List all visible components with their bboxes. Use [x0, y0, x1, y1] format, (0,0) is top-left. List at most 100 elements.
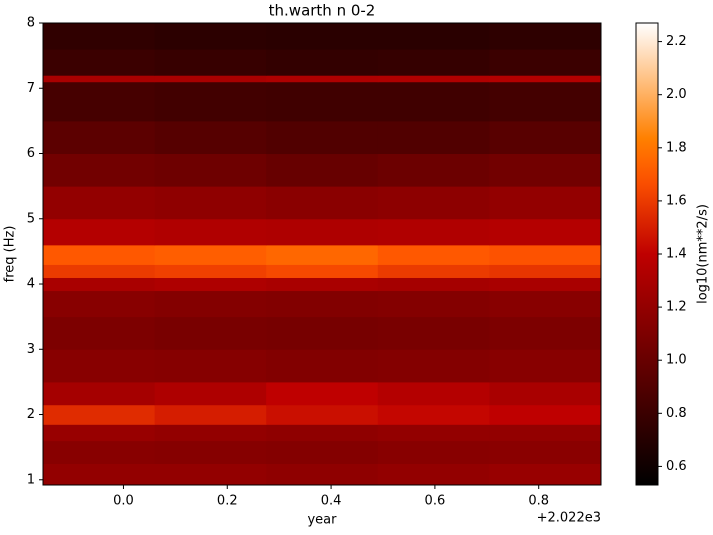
x-tick-label: 0.2 [217, 494, 238, 509]
heatmap-cell [43, 316, 156, 350]
heatmap-cell [43, 23, 156, 50]
heatmap-cell [489, 244, 602, 265]
heatmap-cell [266, 75, 379, 83]
heatmap-cell [154, 75, 267, 83]
heatmap-cell [377, 120, 490, 155]
heatmap-cell [154, 218, 267, 246]
heatmap-cell [154, 244, 267, 265]
heatmap-cell [489, 153, 602, 187]
heatmap-cell [489, 218, 602, 246]
heatmap-cell [377, 244, 490, 265]
chart-title: th.warth n 0-2 [269, 2, 376, 20]
heatmap-cell [43, 349, 156, 383]
colorbar-tick-label: 1.6 [666, 193, 687, 208]
heatmap-cell [43, 120, 156, 155]
heatmap-cell [43, 244, 156, 265]
heatmap-cell [266, 49, 379, 76]
x-tick-label: 0.6 [425, 494, 446, 509]
heatmap-cell [43, 75, 156, 83]
y-axis-label: freq (Hz) [3, 226, 18, 283]
heatmap-cell [266, 316, 379, 350]
colorbar [635, 22, 659, 486]
heatmap-cell [43, 290, 156, 318]
heatmap-cell [43, 186, 156, 220]
y-tick-label: 7 [27, 81, 35, 96]
y-tick-label: 4 [27, 277, 35, 292]
heatmap-cell [43, 440, 156, 464]
heatmap-cell [154, 186, 267, 220]
heatmap-cell [266, 120, 379, 155]
heatmap-cell [43, 264, 156, 278]
heatmap-cell [489, 381, 602, 406]
heatmap-cell [377, 404, 490, 425]
y-tick-label: 8 [27, 16, 35, 31]
heatmap-cell [377, 23, 490, 50]
y-tick-label: 6 [27, 146, 35, 161]
heatmap-cell [154, 316, 267, 350]
heatmap-cell [154, 463, 267, 486]
heatmap-cell [377, 49, 490, 76]
heatmap-cell [43, 49, 156, 76]
heatmap-cell [489, 120, 602, 155]
heatmap-cell [266, 424, 379, 442]
heatmap-cell [489, 404, 602, 425]
heatmap-cell [489, 290, 602, 318]
y-tick-label: 2 [27, 407, 35, 422]
heatmap-cell [489, 316, 602, 350]
plot-frame [42, 22, 602, 486]
heatmap-cell [154, 381, 267, 406]
heatmap-cell [266, 218, 379, 246]
heatmap-cell [154, 349, 267, 383]
heatmap-cell [266, 244, 379, 265]
heatmap-cell [489, 264, 602, 278]
heatmap-cell [377, 424, 490, 442]
heatmap-cell [377, 264, 490, 278]
heatmap-cell [266, 440, 379, 464]
y-tick-label: 5 [27, 211, 35, 226]
heatmap-cell [377, 349, 490, 383]
heatmap-cell [377, 290, 490, 318]
colorbar-tick-label: 1.4 [666, 247, 687, 262]
heatmap-cell [154, 153, 267, 187]
heatmap-cell [377, 440, 490, 464]
y-tick-label: 3 [27, 342, 35, 357]
heatmap-cell [489, 23, 602, 50]
heatmap-cell [266, 153, 379, 187]
heatmap-cell [43, 81, 156, 122]
heatmap-cell [377, 316, 490, 350]
heatmap-cell [43, 424, 156, 442]
colorbar-tick-label: 1.8 [666, 140, 687, 155]
x-tick-label: 0.4 [321, 494, 342, 509]
heatmap-cell [154, 49, 267, 76]
colorbar-tick-label: 1.0 [666, 353, 687, 368]
heatmap-cell [377, 277, 490, 292]
heatmap-cell [377, 218, 490, 246]
heatmap-cell [43, 404, 156, 425]
heatmap-cell [266, 264, 379, 278]
heatmap-cell [154, 290, 267, 318]
heatmap-cell [266, 349, 379, 383]
heatmap-cell [154, 81, 267, 122]
y-tick-label: 1 [27, 472, 35, 487]
heatmap-cell [377, 153, 490, 187]
heatmap-cell [266, 277, 379, 292]
heatmap-cell [43, 463, 156, 486]
heatmap-cell [377, 463, 490, 486]
heatmap-cell [489, 463, 602, 486]
colorbar-tick-label: 1.2 [666, 300, 687, 315]
heatmap-cell [154, 277, 267, 292]
heatmap-cell [377, 381, 490, 406]
colorbar-label: log10(nm**2/s) [696, 204, 711, 304]
heatmap-cell [377, 81, 490, 122]
colorbar-tick-label: 0.8 [666, 406, 687, 421]
heatmap-cell [266, 81, 379, 122]
heatmap-cell [377, 186, 490, 220]
x-axis-label: year [307, 513, 337, 528]
heatmap-cell [154, 23, 267, 50]
heatmap-cell [266, 186, 379, 220]
heatmap-cell [154, 264, 267, 278]
heatmap-cell [266, 463, 379, 486]
heatmap-cell [489, 440, 602, 464]
x-tick-label: 0.0 [113, 494, 134, 509]
